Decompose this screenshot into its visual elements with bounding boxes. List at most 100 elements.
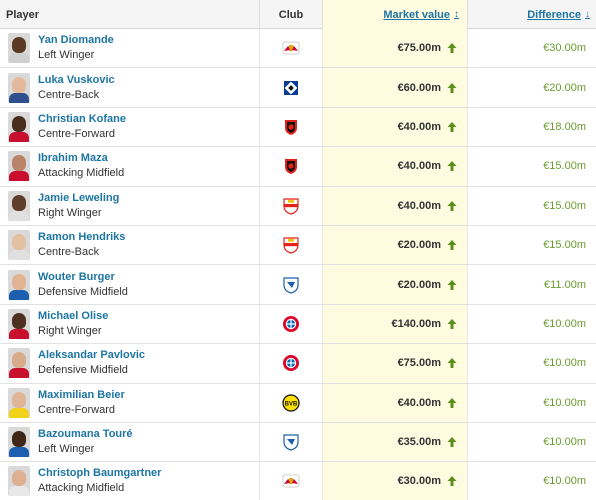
- player-photo[interactable]: [8, 427, 30, 458]
- player-photo[interactable]: [8, 33, 30, 64]
- difference-cell: €10.00m: [468, 423, 596, 461]
- market-value: €60.00m: [397, 81, 441, 94]
- difference-cell: €15.00m: [468, 147, 596, 185]
- market-value: €40.00m: [397, 396, 441, 409]
- player-photo[interactable]: [8, 387, 30, 418]
- difference-cell: €11.00m: [468, 265, 596, 303]
- difference-cell: €10.00m: [468, 305, 596, 343]
- player-photo[interactable]: [8, 466, 30, 497]
- player-name-link[interactable]: Yan Diomande: [38, 34, 114, 47]
- player-photo[interactable]: [8, 348, 30, 379]
- arrow-up-icon: [447, 82, 457, 94]
- table-row: Ibrahim Maza Attacking Midfield €40.00m €15…: [0, 147, 596, 187]
- column-header-market-value[interactable]: Market value ↕: [323, 0, 468, 29]
- player-photo[interactable]: [8, 151, 30, 182]
- difference-cell: €18.00m: [468, 108, 596, 146]
- hoffenheim-crest-icon[interactable]: [282, 433, 300, 451]
- bayer-leverkusen-crest-icon[interactable]: [282, 157, 300, 175]
- player-position: Attacking Midfield: [38, 482, 125, 495]
- rb-leipzig-crest-icon[interactable]: [282, 39, 300, 57]
- bayern-munich-crest-icon[interactable]: [282, 354, 300, 372]
- arrow-up-icon: [447, 318, 457, 330]
- sort-down-icon[interactable]: ↓: [585, 9, 590, 20]
- difference-sort-link[interactable]: Difference: [527, 8, 581, 21]
- player-photo[interactable]: [8, 190, 30, 221]
- borussia-dortmund-crest-icon[interactable]: BVB: [282, 394, 300, 412]
- table-row: Jamie Leweling Right Winger €40.00m €15.00m: [0, 186, 596, 226]
- player-name-link[interactable]: Bazoumana Touré: [38, 428, 133, 441]
- player-cell: Bazoumana Touré Left Winger: [0, 422, 260, 462]
- market-value-sort-link[interactable]: Market value: [383, 8, 450, 21]
- club-cell: [260, 462, 323, 500]
- column-header-club: Club: [260, 0, 323, 29]
- player-name-link[interactable]: Michael Olise: [38, 309, 109, 322]
- rb-leipzig-crest-icon[interactable]: [282, 472, 300, 490]
- market-value-cell: €30.00m: [323, 462, 468, 500]
- difference-cell: €20.00m: [468, 68, 596, 106]
- vfb-stuttgart-crest-icon[interactable]: [282, 236, 300, 254]
- player-cell: Jamie Leweling Right Winger: [0, 186, 260, 225]
- table-row: Aleksandar Pavlovic Defensive Midfield €75…: [0, 344, 596, 384]
- player-name-link[interactable]: Ibrahim Maza: [38, 152, 108, 165]
- table-row: Christian Kofane Centre-Forward €40.00m €18…: [0, 107, 596, 148]
- player-photo[interactable]: [8, 230, 30, 261]
- player-cell: Aleksandar Pavlovic Defensive Midfield: [0, 344, 260, 383]
- player-name-link[interactable]: Christian Kofane: [38, 112, 127, 125]
- table-row: Bazoumana Touré Left Winger €35.00m €10.00m: [0, 422, 596, 463]
- club-cell: [260, 186, 323, 225]
- market-value-cell: €40.00m: [323, 383, 468, 422]
- difference-value: €15.00m: [543, 199, 586, 212]
- difference-value: €10.00m: [543, 475, 586, 488]
- player-position: Attacking Midfield: [38, 167, 125, 180]
- player-photo[interactable]: [8, 111, 30, 142]
- vfb-stuttgart-crest-icon[interactable]: [282, 197, 300, 215]
- player-cell: Luka Vuskovic Centre-Back: [0, 68, 260, 107]
- player-name-link[interactable]: Christoph Baumgartner: [38, 467, 162, 480]
- player-photo[interactable]: [8, 269, 30, 300]
- difference-cell: €10.00m: [468, 384, 596, 422]
- table-row: Maximilian Beier Centre-Forward BVB €40.00m…: [0, 383, 596, 423]
- market-value: €75.00m: [397, 42, 441, 55]
- player-position: Left Winger: [38, 49, 95, 62]
- arrow-up-icon: [447, 200, 457, 212]
- market-value-cell: €20.00m: [323, 265, 468, 304]
- player-cell: Christoph Baumgartner Attacking Midfield: [0, 462, 260, 500]
- club-cell: [260, 147, 323, 186]
- hamburger-sv-crest-icon[interactable]: [282, 79, 300, 97]
- table-row: Wouter Burger Defensive Midfield €20.00m €1…: [0, 265, 596, 305]
- player-position: Left Winger: [38, 443, 95, 456]
- sort-updown-icon[interactable]: ↕: [454, 9, 459, 20]
- market-value-cell: €140.00m: [323, 304, 468, 344]
- club-cell: [260, 265, 323, 304]
- player-name-link[interactable]: Luka Vuskovic: [38, 73, 115, 86]
- arrow-up-icon: [447, 42, 457, 54]
- player-name-link[interactable]: Aleksandar Pavlovic: [38, 349, 146, 362]
- market-value: €20.00m: [397, 239, 441, 252]
- difference-value: €15.00m: [543, 160, 586, 173]
- club-cell: [260, 225, 323, 265]
- table-row: Christoph Baumgartner Attacking Midfield €…: [0, 462, 596, 500]
- player-position: Centre-Back: [38, 88, 100, 101]
- difference-cell: €10.00m: [468, 462, 596, 500]
- difference-cell: €30.00m: [468, 29, 596, 67]
- player-name-link[interactable]: Ramon Hendriks: [38, 231, 126, 244]
- player-name-link[interactable]: Maximilian Beier: [38, 388, 125, 401]
- club-cell: [260, 107, 323, 147]
- difference-value: €11.00m: [544, 278, 586, 291]
- player-position: Defensive Midfield: [38, 364, 128, 377]
- arrow-up-icon: [447, 121, 457, 133]
- player-photo[interactable]: [8, 72, 30, 103]
- player-name-link[interactable]: Wouter Burger: [38, 270, 115, 283]
- difference-value: €30.00m: [543, 42, 586, 55]
- player-position: Centre-Back: [38, 246, 100, 259]
- player-position: Right Winger: [38, 324, 102, 337]
- hoffenheim-crest-icon[interactable]: [282, 276, 300, 294]
- svg-text:BVB: BVB: [285, 401, 298, 407]
- column-header-difference[interactable]: Difference ↓: [468, 0, 596, 29]
- market-value-cell: €20.00m: [323, 225, 468, 265]
- player-name-link[interactable]: Jamie Leweling: [38, 191, 120, 204]
- bayer-leverkusen-crest-icon[interactable]: [282, 118, 300, 136]
- player-photo[interactable]: [8, 308, 30, 339]
- bayern-munich-crest-icon[interactable]: [282, 315, 300, 333]
- club-cell: [260, 68, 323, 107]
